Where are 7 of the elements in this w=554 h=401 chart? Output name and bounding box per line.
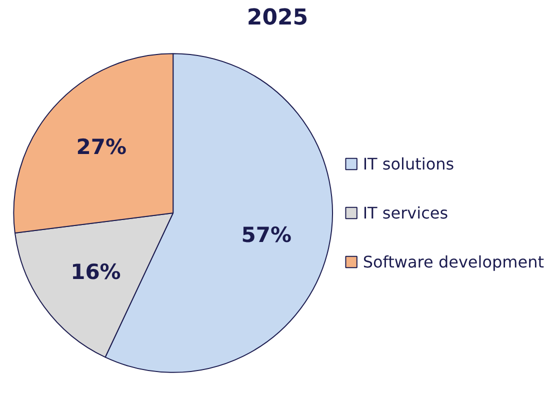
legend-label: IT solutions: [362, 154, 454, 173]
legend-label: Software development: [362, 252, 544, 271]
legend-label: IT services: [362, 203, 448, 222]
chart-title: 2025: [246, 6, 308, 30]
data-label: 16%: [70, 260, 121, 284]
data-label: 27%: [76, 134, 126, 159]
data-label: 57%: [241, 222, 292, 247]
